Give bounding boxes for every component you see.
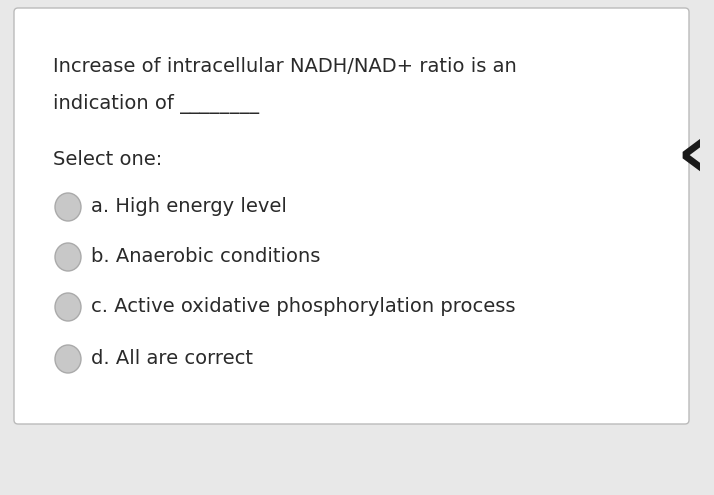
Ellipse shape <box>55 243 81 271</box>
Text: ‹: ‹ <box>676 121 706 191</box>
Text: Increase of intracellular NADH/NAD+ ratio is an: Increase of intracellular NADH/NAD+ rati… <box>53 57 517 76</box>
Text: Select one:: Select one: <box>53 150 162 169</box>
Text: b. Anaerobic conditions: b. Anaerobic conditions <box>91 247 321 266</box>
Ellipse shape <box>55 345 81 373</box>
Ellipse shape <box>55 293 81 321</box>
Text: c. Active oxidative phosphorylation process: c. Active oxidative phosphorylation proc… <box>91 297 516 316</box>
FancyBboxPatch shape <box>14 8 689 424</box>
Text: a. High energy level: a. High energy level <box>91 197 287 216</box>
Ellipse shape <box>55 193 81 221</box>
Text: d. All are correct: d. All are correct <box>91 349 253 368</box>
Text: indication of ________: indication of ________ <box>53 94 259 114</box>
